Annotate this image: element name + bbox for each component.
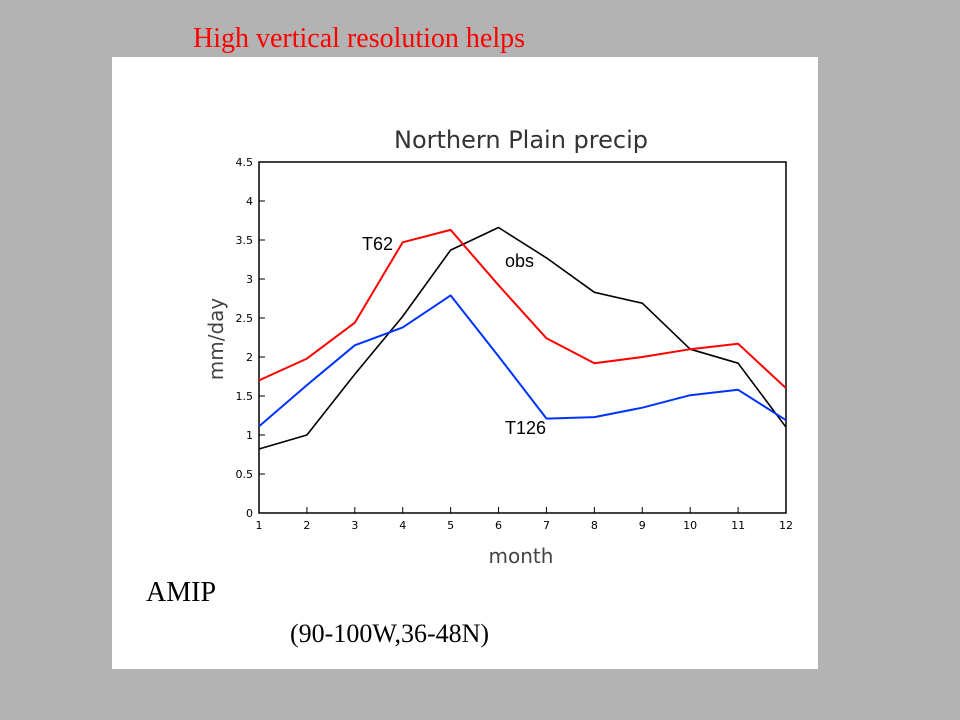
x-tick-label: 1 <box>256 519 263 532</box>
line-chart: Northern Plain precip 0 0.5 1 1.5 2 2.5 3 3.5 4 4… <box>204 126 793 568</box>
chart-panel: Northern Plain precip 0 0.5 1 1.5 2 2.5 3 3.5 4 4… <box>112 57 818 669</box>
y-tick-label: 4.5 <box>236 156 254 169</box>
x-tick-label: 6 <box>495 519 502 532</box>
series-label-t62: T62 <box>362 234 393 254</box>
series-group <box>258 226 787 450</box>
y-tick-label: 1.5 <box>236 390 254 403</box>
amip-caption: AMIP <box>146 577 217 608</box>
series-line-t126 <box>258 294 787 428</box>
series-line-obs <box>258 226 787 450</box>
y-tick-label: 3 <box>246 273 253 286</box>
region-caption: (90-100W,36-48N) <box>290 619 490 648</box>
x-tick-label: 5 <box>447 519 454 532</box>
series-label-obs: obs <box>505 251 534 271</box>
plot-frame <box>258 161 787 514</box>
x-tick-label: 10 <box>683 519 697 532</box>
series-line-t62 <box>258 228 787 389</box>
y-axis: 0 0.5 1 1.5 2 2.5 3 3.5 4 4.5 <box>236 156 265 520</box>
y-tick-label: 4 <box>246 195 253 208</box>
x-tick-label: 2 <box>303 519 310 532</box>
y-tick-label: 0.5 <box>236 468 254 481</box>
y-tick-label: 3.5 <box>236 234 254 247</box>
x-tick-label: 4 <box>399 519 406 532</box>
x-tick-label: 8 <box>591 519 598 532</box>
slide-title: High vertical resolution helps <box>193 23 526 54</box>
y-tick-label: 2 <box>246 351 253 364</box>
y-tick-label: 1 <box>246 429 253 442</box>
x-tick-label: 7 <box>543 519 550 532</box>
x-tick-label: 3 <box>351 519 358 532</box>
chart-title: Northern Plain precip <box>394 126 648 154</box>
x-axis: 1 2 3 4 5 6 7 8 9 10 11 12 <box>256 507 793 532</box>
x-tick-label: 12 <box>779 519 793 532</box>
y-axis-label: mm/day <box>204 298 228 381</box>
x-tick-label: 11 <box>731 519 745 532</box>
y-tick-label: 2.5 <box>236 312 254 325</box>
y-tick-label: 0 <box>246 507 253 520</box>
x-tick-label: 9 <box>639 519 646 532</box>
series-label-t126: T126 <box>505 418 546 438</box>
x-axis-label: month <box>489 544 554 568</box>
